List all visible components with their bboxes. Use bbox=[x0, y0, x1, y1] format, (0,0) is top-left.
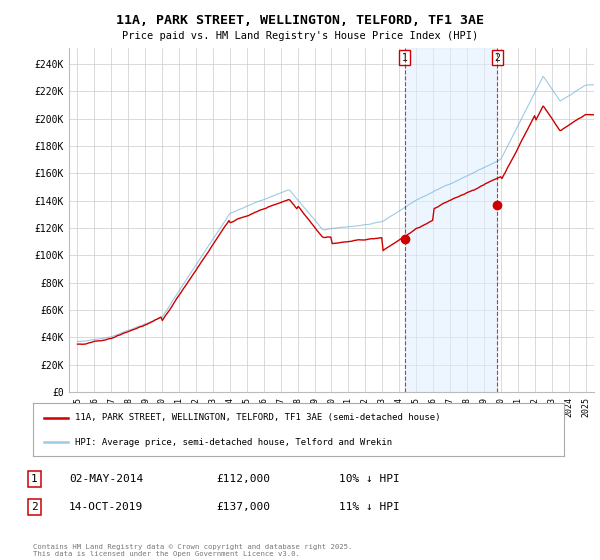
Text: 10% ↓ HPI: 10% ↓ HPI bbox=[339, 474, 400, 484]
Text: 2: 2 bbox=[494, 53, 500, 63]
Text: 2: 2 bbox=[31, 502, 38, 512]
Text: 02-MAY-2014: 02-MAY-2014 bbox=[69, 474, 143, 484]
Text: 11A, PARK STREET, WELLINGTON, TELFORD, TF1 3AE (semi-detached house): 11A, PARK STREET, WELLINGTON, TELFORD, T… bbox=[76, 413, 441, 422]
Text: 1: 1 bbox=[402, 53, 408, 63]
Text: 1: 1 bbox=[31, 474, 38, 484]
Text: £112,000: £112,000 bbox=[216, 474, 270, 484]
Text: 11A, PARK STREET, WELLINGTON, TELFORD, TF1 3AE: 11A, PARK STREET, WELLINGTON, TELFORD, T… bbox=[116, 14, 484, 27]
Text: Price paid vs. HM Land Registry's House Price Index (HPI): Price paid vs. HM Land Registry's House … bbox=[122, 31, 478, 41]
Text: £137,000: £137,000 bbox=[216, 502, 270, 512]
Text: HPI: Average price, semi-detached house, Telford and Wrekin: HPI: Average price, semi-detached house,… bbox=[76, 437, 392, 446]
Text: Contains HM Land Registry data © Crown copyright and database right 2025.
This d: Contains HM Land Registry data © Crown c… bbox=[33, 544, 352, 557]
Bar bbox=[405, 48, 497, 392]
Text: 11% ↓ HPI: 11% ↓ HPI bbox=[339, 502, 400, 512]
Text: 14-OCT-2019: 14-OCT-2019 bbox=[69, 502, 143, 512]
